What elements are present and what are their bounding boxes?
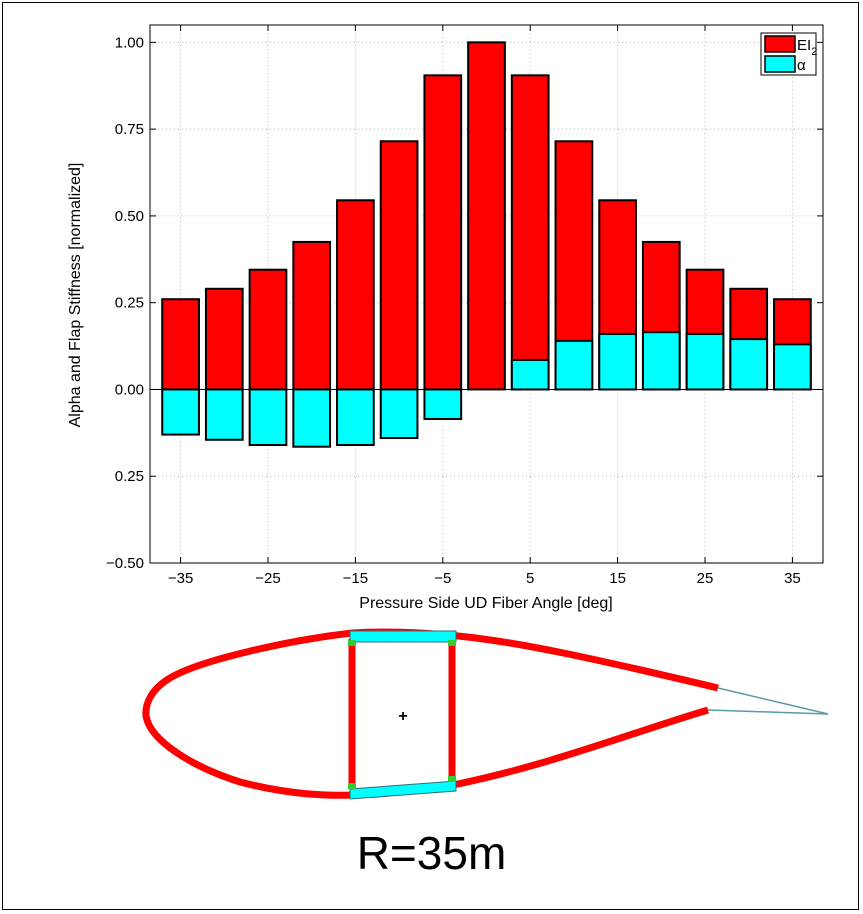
legend-swatch-ei2 <box>764 35 796 53</box>
bar-alpha-6 <box>423 388 463 420</box>
bar-alpha-3 <box>292 388 332 448</box>
x-tick-label-3: −5 <box>434 570 451 587</box>
upper-spar-cap <box>349 630 457 643</box>
x-tick-label-2: −15 <box>343 570 368 587</box>
y-tick-label-6: 1.00 <box>115 34 144 51</box>
x-tick-label-7: 35 <box>784 570 801 587</box>
bar-ei2-1 <box>204 287 244 391</box>
bar-ei2-8 <box>510 74 550 391</box>
x-tick-label-5: 15 <box>609 570 626 587</box>
lower-spar-cap <box>349 780 457 800</box>
bar-alpha-12 <box>685 332 725 391</box>
legend-label-alpha: α <box>797 57 806 74</box>
bar-alpha-8 <box>510 358 550 391</box>
airfoil-shell <box>142 628 719 799</box>
bar-alpha-11 <box>641 331 681 391</box>
bar-alpha-1 <box>204 388 244 441</box>
plot-area <box>149 24 824 564</box>
bar-alpha-10 <box>598 332 637 391</box>
legend-swatch-alpha <box>764 55 796 73</box>
bar-ei2-4 <box>336 199 375 391</box>
bar-alpha-5 <box>379 388 419 440</box>
airfoil-cross-section: + <box>142 628 829 800</box>
x-axis-label: Pressure Side UD Fiber Angle [deg] <box>359 595 612 612</box>
bar-alpha-14 <box>773 343 812 391</box>
x-tick-label-1: −25 <box>255 570 280 587</box>
joint-upper-rear <box>448 640 456 646</box>
bar-alpha-0 <box>161 388 200 436</box>
bar-ei2-7 <box>467 41 506 391</box>
legend: EI2 α <box>760 32 817 76</box>
y-axis-label: Alpha and Flap Stiffness [normalized] <box>67 163 84 428</box>
shear-center-marker: + <box>398 708 407 725</box>
bar-alpha-2 <box>248 388 288 446</box>
trailing-edge <box>707 687 829 715</box>
axis-ticks: −0.50 0.25 0.00 0.25 0.50 0.75 1.00 −35 −25 −15 −5… <box>106 25 823 587</box>
bar-ei2-5 <box>379 140 419 391</box>
joint-lower-rear <box>448 776 456 782</box>
bar-ei2-6 <box>423 74 463 391</box>
chart-bars <box>161 41 812 448</box>
bar-ei2-0 <box>161 298 200 391</box>
y-tick-label-5: 0.75 <box>115 121 144 138</box>
y-tick-label-3: 0.25 <box>115 295 144 312</box>
figure-caption: R=35m <box>356 827 507 879</box>
joint-upper-front <box>348 640 356 646</box>
bar-alpha-4 <box>336 388 375 446</box>
joint-lower-front <box>348 783 356 789</box>
x-tick-label-6: 25 <box>697 570 714 587</box>
bar-ei2-2 <box>248 268 288 391</box>
y-tick-label-2: 0.00 <box>115 381 144 398</box>
y-tick-label-0: −0.50 <box>106 555 144 572</box>
x-tick-label-0: −35 <box>168 570 193 587</box>
y-tick-label-4: 0.50 <box>115 208 144 225</box>
y-tick-label-1: 0.25 <box>115 468 144 485</box>
bar-alpha-9 <box>554 339 594 391</box>
legend-label-ei2: EI2 <box>797 37 817 58</box>
bar-ei2-3 <box>292 240 332 391</box>
bar-alpha-13 <box>729 338 769 391</box>
x-tick-label-4: 5 <box>526 570 534 587</box>
